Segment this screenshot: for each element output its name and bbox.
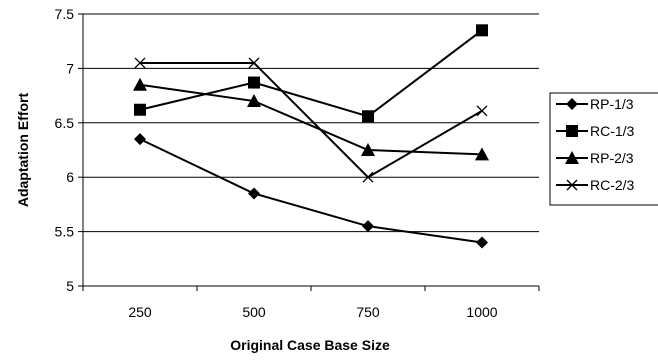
data-point xyxy=(361,143,375,156)
y-axis-ticks: 5 5.5 6 6.5 7 7.5 xyxy=(55,6,83,294)
x-tick-label: 1000 xyxy=(466,304,497,320)
legend-marker xyxy=(566,98,578,110)
data-point xyxy=(362,220,374,233)
legend-entry-rc-1-3: RC-1/3 xyxy=(556,123,635,139)
legend-entry-rp-1-3: RP-1/3 xyxy=(556,96,634,112)
legend-marker xyxy=(566,125,578,137)
data-point xyxy=(362,110,374,123)
data-point xyxy=(476,236,488,249)
data-point xyxy=(134,103,146,116)
data-point xyxy=(476,105,488,117)
legend-box xyxy=(549,92,658,206)
y-tick-label: 5 xyxy=(66,278,74,294)
legend-marker xyxy=(565,151,579,164)
series-line xyxy=(139,83,483,156)
data-point xyxy=(248,76,260,89)
data-point xyxy=(248,187,260,200)
data-point xyxy=(134,57,146,69)
x-axis-ticks: 250 500 750 1000 xyxy=(82,286,540,320)
data-point xyxy=(134,133,146,146)
x-tick-label: 250 xyxy=(128,304,152,320)
series-rc-2-3 xyxy=(134,57,488,183)
y-tick-label: 6 xyxy=(66,169,74,185)
y-tick-label: 7 xyxy=(66,60,74,76)
series-rp-1-3 xyxy=(134,133,488,249)
series-line xyxy=(139,138,483,244)
series-rc-1-3 xyxy=(134,24,488,123)
x-tick-label: 500 xyxy=(242,304,266,320)
plot-area xyxy=(133,24,489,249)
series-line xyxy=(139,29,483,118)
data-point xyxy=(248,57,260,69)
data-point xyxy=(247,94,261,108)
y-tick-label: 7.5 xyxy=(55,6,75,22)
legend-label: RP-1/3 xyxy=(590,96,634,112)
gridlines xyxy=(82,13,539,287)
x-tick-label: 750 xyxy=(356,304,380,320)
series-line xyxy=(140,61,483,179)
y-axis-title: Adaptation Effort xyxy=(15,93,31,208)
x-axis-title: Original Case Base Size xyxy=(230,337,390,353)
legend-entry-rp-2-3: RP-2/3 xyxy=(556,150,634,166)
data-point xyxy=(476,24,488,37)
y-tick-label: 5.5 xyxy=(55,224,75,240)
y-tick-label: 6.5 xyxy=(55,115,75,131)
data-point xyxy=(475,147,489,161)
legend-label: RC-1/3 xyxy=(590,123,635,139)
legend: RP-1/3 RC-1/3 RP-2/3 RC-2/3 xyxy=(556,96,635,193)
legend-label: RP-2/3 xyxy=(590,150,634,166)
data-point xyxy=(133,77,147,91)
legend-entry-rc-2-3: RC-2/3 xyxy=(556,177,635,193)
series-rp-2-3 xyxy=(133,77,489,161)
data-point xyxy=(362,171,374,183)
legend-label: RC-2/3 xyxy=(590,177,635,193)
legend-marker xyxy=(566,179,578,191)
